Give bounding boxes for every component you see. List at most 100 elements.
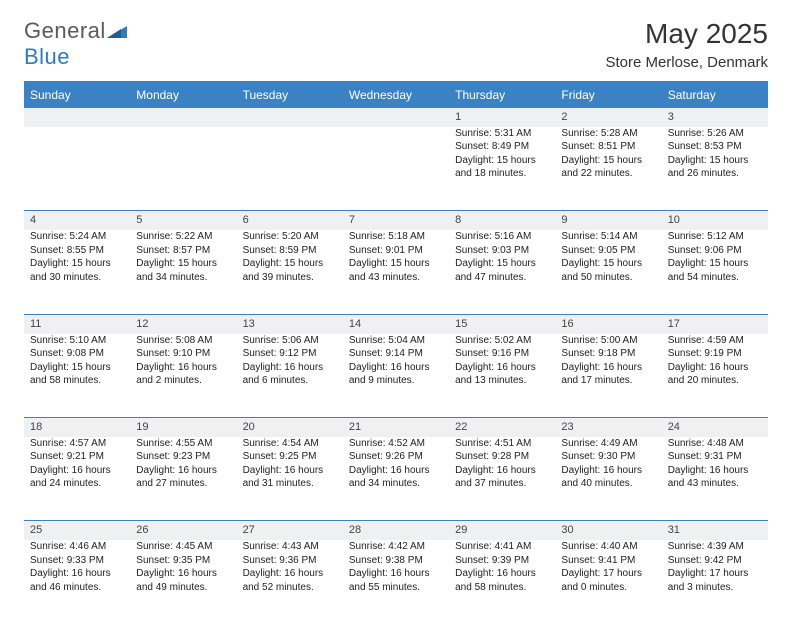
day-number: 13 [237, 314, 343, 333]
day-number: 7 [343, 211, 449, 230]
day-cell: Sunrise: 5:12 AMSunset: 9:06 PMDaylight:… [662, 230, 768, 314]
sunrise-line: Sunrise: 4:51 AM [455, 437, 549, 451]
sunrise-line: Sunrise: 4:39 AM [668, 540, 762, 554]
day-header: Thursday [449, 82, 555, 108]
day-number: 22 [449, 418, 555, 437]
day-cell: Sunrise: 5:06 AMSunset: 9:12 PMDaylight:… [237, 334, 343, 418]
day-number: 15 [449, 314, 555, 333]
daylight-line: Daylight: 16 hours and 9 minutes. [349, 361, 443, 388]
sunset-line: Sunset: 9:12 PM [243, 347, 337, 361]
calendar-body: 123Sunrise: 5:31 AMSunset: 8:49 PMDaylig… [24, 108, 768, 625]
sunset-line: Sunset: 8:49 PM [455, 140, 549, 154]
daylight-line: Daylight: 16 hours and 43 minutes. [668, 464, 762, 491]
day-number: 11 [24, 314, 130, 333]
day-cell: Sunrise: 5:28 AMSunset: 8:51 PMDaylight:… [555, 127, 661, 211]
sunrise-line: Sunrise: 5:14 AM [561, 230, 655, 244]
day-cell [24, 127, 130, 211]
sunrise-line: Sunrise: 5:31 AM [455, 127, 549, 141]
sunset-line: Sunset: 9:05 PM [561, 244, 655, 258]
sunset-line: Sunset: 9:16 PM [455, 347, 549, 361]
day-number [237, 108, 343, 127]
day-cell: Sunrise: 5:31 AMSunset: 8:49 PMDaylight:… [449, 127, 555, 211]
sunset-line: Sunset: 9:41 PM [561, 554, 655, 568]
day-header: Monday [130, 82, 236, 108]
day-number [343, 108, 449, 127]
day-cell: Sunrise: 4:57 AMSunset: 9:21 PMDaylight:… [24, 437, 130, 521]
day-number-row: 11121314151617 [24, 314, 768, 333]
sunset-line: Sunset: 8:53 PM [668, 140, 762, 154]
day-number-row: 45678910 [24, 211, 768, 230]
day-number: 23 [555, 418, 661, 437]
day-number: 25 [24, 521, 130, 540]
day-header: Tuesday [237, 82, 343, 108]
day-number: 10 [662, 211, 768, 230]
day-number: 6 [237, 211, 343, 230]
daylight-line: Daylight: 16 hours and 31 minutes. [243, 464, 337, 491]
day-cell: Sunrise: 4:52 AMSunset: 9:26 PMDaylight:… [343, 437, 449, 521]
daylight-line: Daylight: 17 hours and 3 minutes. [668, 567, 762, 594]
daylight-line: Daylight: 16 hours and 40 minutes. [561, 464, 655, 491]
day-header: Sunday [24, 82, 130, 108]
daylight-line: Daylight: 16 hours and 13 minutes. [455, 361, 549, 388]
daylight-line: Daylight: 16 hours and 27 minutes. [136, 464, 230, 491]
day-number: 18 [24, 418, 130, 437]
sunset-line: Sunset: 9:42 PM [668, 554, 762, 568]
sunset-line: Sunset: 9:33 PM [30, 554, 124, 568]
sunrise-line: Sunrise: 5:22 AM [136, 230, 230, 244]
day-number: 8 [449, 211, 555, 230]
day-number: 26 [130, 521, 236, 540]
daylight-line: Daylight: 16 hours and 52 minutes. [243, 567, 337, 594]
sunrise-line: Sunrise: 4:52 AM [349, 437, 443, 451]
sunrise-line: Sunrise: 5:12 AM [668, 230, 762, 244]
sunset-line: Sunset: 9:26 PM [349, 450, 443, 464]
sunrise-line: Sunrise: 4:55 AM [136, 437, 230, 451]
day-cell: Sunrise: 5:08 AMSunset: 9:10 PMDaylight:… [130, 334, 236, 418]
day-cell: Sunrise: 4:59 AMSunset: 9:19 PMDaylight:… [662, 334, 768, 418]
daylight-line: Daylight: 15 hours and 34 minutes. [136, 257, 230, 284]
day-data-row: Sunrise: 4:57 AMSunset: 9:21 PMDaylight:… [24, 437, 768, 521]
logo-text: General Blue [24, 18, 127, 70]
logo-mark-icon [107, 18, 127, 44]
sunset-line: Sunset: 9:31 PM [668, 450, 762, 464]
daylight-line: Daylight: 15 hours and 58 minutes. [30, 361, 124, 388]
sunrise-line: Sunrise: 5:06 AM [243, 334, 337, 348]
daylight-line: Daylight: 17 hours and 0 minutes. [561, 567, 655, 594]
day-number-row: 25262728293031 [24, 521, 768, 540]
day-cell: Sunrise: 5:10 AMSunset: 9:08 PMDaylight:… [24, 334, 130, 418]
day-number: 27 [237, 521, 343, 540]
sunrise-line: Sunrise: 5:10 AM [30, 334, 124, 348]
sunset-line: Sunset: 9:08 PM [30, 347, 124, 361]
day-cell [343, 127, 449, 211]
day-number: 28 [343, 521, 449, 540]
daylight-line: Daylight: 16 hours and 17 minutes. [561, 361, 655, 388]
day-header: Friday [555, 82, 661, 108]
sunrise-line: Sunrise: 4:41 AM [455, 540, 549, 554]
sunrise-line: Sunrise: 4:43 AM [243, 540, 337, 554]
sunset-line: Sunset: 9:36 PM [243, 554, 337, 568]
sunset-line: Sunset: 9:38 PM [349, 554, 443, 568]
sunrise-line: Sunrise: 4:40 AM [561, 540, 655, 554]
logo-word1: General [24, 18, 106, 43]
day-number: 24 [662, 418, 768, 437]
day-number: 30 [555, 521, 661, 540]
day-cell: Sunrise: 4:54 AMSunset: 9:25 PMDaylight:… [237, 437, 343, 521]
sunset-line: Sunset: 9:18 PM [561, 347, 655, 361]
day-number: 4 [24, 211, 130, 230]
day-number: 16 [555, 314, 661, 333]
day-number: 29 [449, 521, 555, 540]
sunrise-line: Sunrise: 5:18 AM [349, 230, 443, 244]
daylight-line: Daylight: 15 hours and 22 minutes. [561, 154, 655, 181]
day-header: Wednesday [343, 82, 449, 108]
day-number: 31 [662, 521, 768, 540]
sunset-line: Sunset: 9:03 PM [455, 244, 549, 258]
day-cell: Sunrise: 5:20 AMSunset: 8:59 PMDaylight:… [237, 230, 343, 314]
daylight-line: Daylight: 16 hours and 2 minutes. [136, 361, 230, 388]
sunset-line: Sunset: 9:39 PM [455, 554, 549, 568]
sunrise-line: Sunrise: 5:26 AM [668, 127, 762, 141]
sunrise-line: Sunrise: 4:54 AM [243, 437, 337, 451]
sunset-line: Sunset: 9:10 PM [136, 347, 230, 361]
day-number-row: 123 [24, 108, 768, 127]
day-cell: Sunrise: 4:51 AMSunset: 9:28 PMDaylight:… [449, 437, 555, 521]
daylight-line: Daylight: 16 hours and 24 minutes. [30, 464, 124, 491]
sunset-line: Sunset: 9:25 PM [243, 450, 337, 464]
